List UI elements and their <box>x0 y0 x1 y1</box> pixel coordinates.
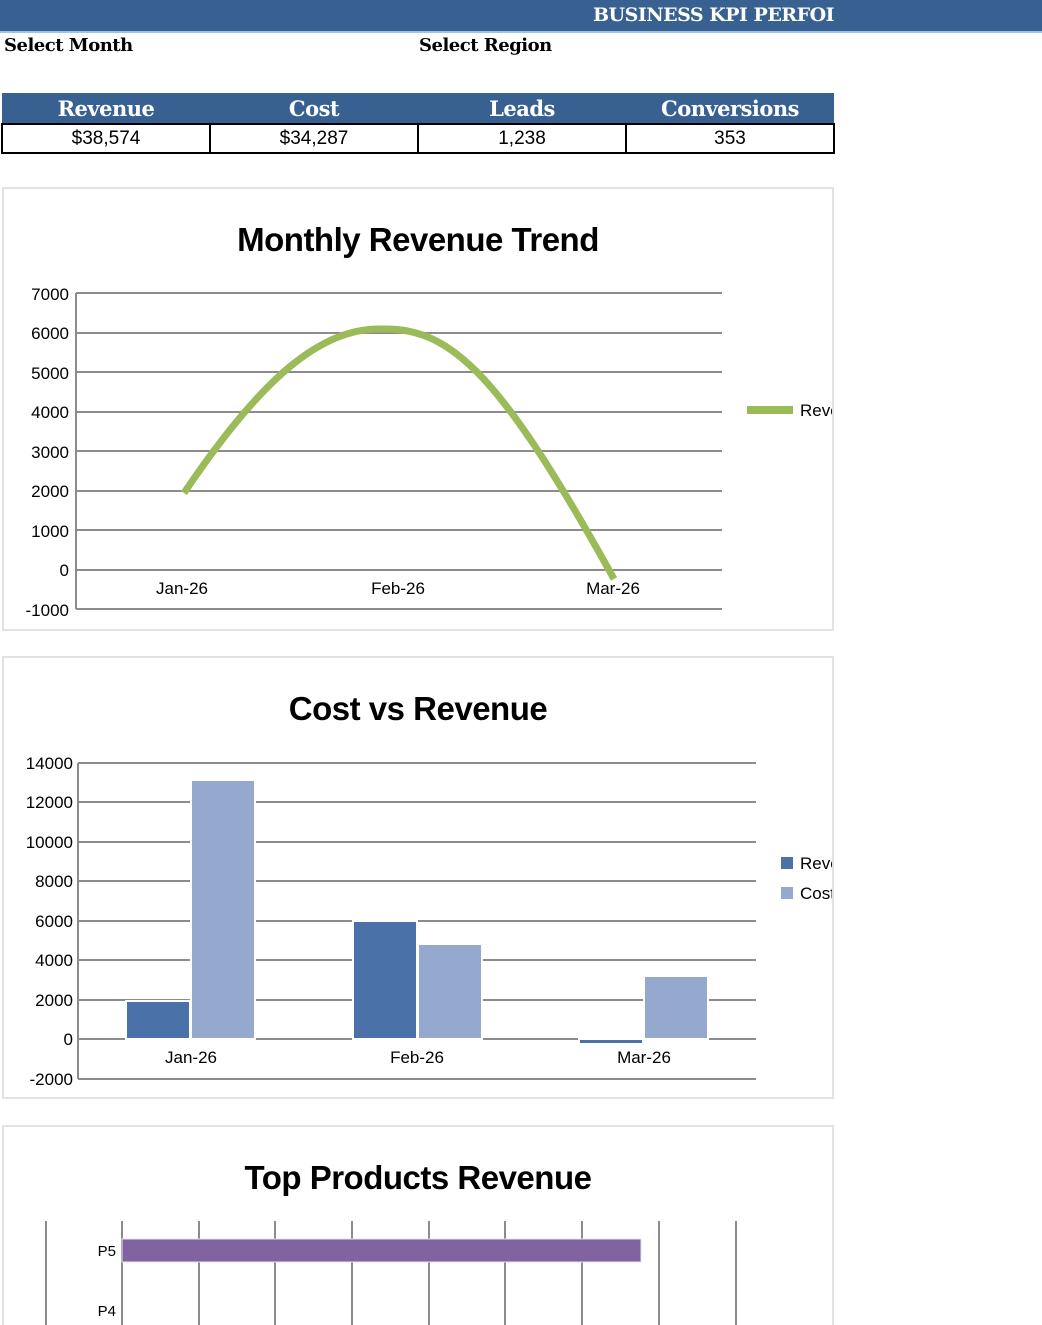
dashboard-title: BUSINESS KPI PERFOI <box>593 4 835 26</box>
svg-text:8000: 8000 <box>35 872 73 891</box>
svg-text:Mar-26: Mar-26 <box>617 1048 671 1067</box>
select-region-label: Select Region <box>419 35 552 56</box>
svg-text:P5: P5 <box>98 1243 116 1260</box>
kpi-value-leads[interactable]: 1,238 <box>417 123 627 154</box>
svg-text:1000: 1000 <box>31 522 69 541</box>
svg-text:14000: 14000 <box>26 754 73 773</box>
svg-text:0: 0 <box>60 561 69 580</box>
svg-text:4000: 4000 <box>31 403 69 422</box>
svg-text:0: 0 <box>64 1030 73 1049</box>
svg-text:-1000: -1000 <box>26 601 69 620</box>
svg-text:Jan-26: Jan-26 <box>165 1048 217 1067</box>
chart-title: Monthly Revenue Trend <box>237 221 599 258</box>
svg-text:12000: 12000 <box>26 793 73 812</box>
legend-swatch-revenue <box>781 857 793 869</box>
svg-text:2000: 2000 <box>35 991 73 1010</box>
svg-text:Jan-26: Jan-26 <box>156 579 208 598</box>
svg-text:P4: P4 <box>98 1303 116 1320</box>
horizontal-bar-chart-plot: P5 P4 <box>45 1221 737 1325</box>
kpi-header-leads: Leads <box>418 93 626 124</box>
bar-chart-plot: 14000 12000 10000 8000 6000 4000 2000 0 … <box>26 754 834 1089</box>
svg-text:Feb-26: Feb-26 <box>390 1048 444 1067</box>
svg-text:Reve: Reve <box>800 401 834 420</box>
cost-vs-revenue-chart[interactable]: Cost vs Revenue 14000 12000 10000 8000 6… <box>2 656 834 1099</box>
svg-text:3000: 3000 <box>31 443 69 462</box>
svg-text:6000: 6000 <box>31 324 69 343</box>
title-banner: BUSINESS KPI PERFOI <box>0 0 1042 33</box>
kpi-header-revenue: Revenue <box>2 93 210 124</box>
svg-text:Cost: Cost <box>800 884 834 903</box>
kpi-value-cost[interactable]: $34,287 <box>209 123 419 154</box>
top-products-chart[interactable]: Top Products Revenue P5 P4 <box>2 1125 834 1325</box>
svg-text:6000: 6000 <box>35 912 73 931</box>
chart-title: Cost vs Revenue <box>288 690 548 727</box>
line-chart-plot: 7000 6000 5000 4000 3000 2000 1000 0 -10… <box>26 285 834 620</box>
chart-title: Top Products Revenue <box>244 1159 592 1196</box>
kpi-value-conversions[interactable]: 353 <box>625 123 835 154</box>
svg-text:10000: 10000 <box>26 833 73 852</box>
svg-text:7000: 7000 <box>31 285 69 304</box>
kpi-header-cost: Cost <box>210 93 418 124</box>
kpi-header-row: Revenue Cost Leads Conversions <box>2 93 834 124</box>
legend-swatch-cost <box>781 887 793 899</box>
svg-text:Feb-26: Feb-26 <box>371 579 425 598</box>
svg-text:4000: 4000 <box>35 951 73 970</box>
kpi-value-revenue[interactable]: $38,574 <box>1 123 211 154</box>
svg-text:5000: 5000 <box>31 364 69 383</box>
svg-text:-2000: -2000 <box>30 1070 73 1089</box>
kpi-header-conversions: Conversions <box>626 93 834 124</box>
svg-text:2000: 2000 <box>31 482 69 501</box>
select-month-label: Select Month <box>4 35 133 56</box>
svg-text:Reve: Reve <box>800 854 834 873</box>
svg-text:Mar-26: Mar-26 <box>586 579 640 598</box>
kpi-value-row: $38,574 $34,287 1,238 353 <box>1 123 835 154</box>
revenue-trend-chart[interactable]: Monthly Revenue Trend 7000 6000 5000 400… <box>2 187 834 631</box>
legend-swatch-revenue <box>747 406 793 414</box>
kpi-table: Revenue Cost Leads Conversions $38,574 $… <box>1 93 835 154</box>
